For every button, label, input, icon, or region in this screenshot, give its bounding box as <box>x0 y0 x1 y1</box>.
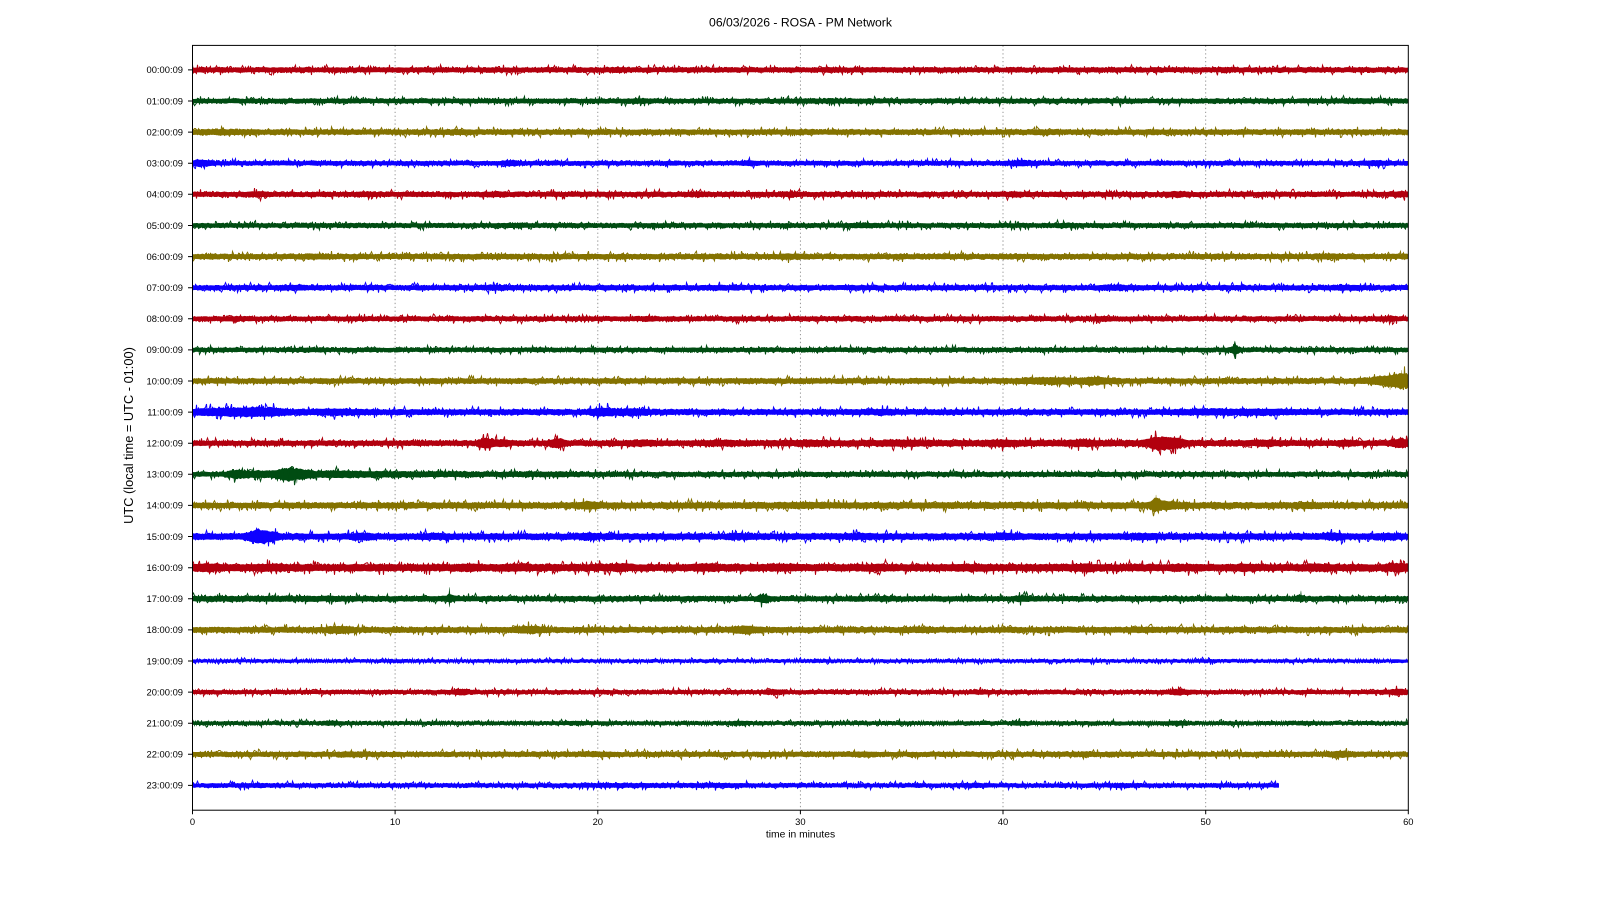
svg-text:09:00:09: 09:00:09 <box>147 344 184 355</box>
svg-text:13:00:09: 13:00:09 <box>147 469 184 480</box>
svg-text:10: 10 <box>390 816 400 827</box>
svg-text:23:00:09: 23:00:09 <box>147 780 184 791</box>
svg-text:21:00:09: 21:00:09 <box>147 718 184 729</box>
svg-text:06/03/2026 - ROSA - PM Network: 06/03/2026 - ROSA - PM Network <box>709 16 893 30</box>
svg-text:UTC (local time = UTC - 01:00): UTC (local time = UTC - 01:00) <box>121 347 136 524</box>
svg-text:05:00:09: 05:00:09 <box>147 220 184 231</box>
svg-text:50: 50 <box>1200 816 1210 827</box>
svg-text:19:00:09: 19:00:09 <box>147 655 184 666</box>
svg-text:02:00:09: 02:00:09 <box>147 126 184 137</box>
svg-text:08:00:09: 08:00:09 <box>147 313 184 324</box>
svg-text:20: 20 <box>593 816 603 827</box>
svg-text:60: 60 <box>1403 816 1413 827</box>
svg-text:40: 40 <box>998 816 1008 827</box>
svg-text:04:00:09: 04:00:09 <box>147 189 184 200</box>
svg-text:03:00:09: 03:00:09 <box>147 158 184 169</box>
svg-text:12:00:09: 12:00:09 <box>147 438 184 449</box>
svg-text:30: 30 <box>795 816 805 827</box>
svg-text:20:00:09: 20:00:09 <box>147 686 184 697</box>
svg-text:07:00:09: 07:00:09 <box>147 282 184 293</box>
svg-text:11:00:09: 11:00:09 <box>147 406 183 417</box>
svg-text:06:00:09: 06:00:09 <box>147 251 184 262</box>
svg-text:0: 0 <box>190 816 195 827</box>
svg-text:14:00:09: 14:00:09 <box>147 500 184 511</box>
svg-text:15:00:09: 15:00:09 <box>147 531 184 542</box>
svg-text:17:00:09: 17:00:09 <box>147 593 184 604</box>
svg-text:time in minutes: time in minutes <box>766 830 835 841</box>
svg-text:22:00:09: 22:00:09 <box>147 749 184 760</box>
svg-text:00:00:09: 00:00:09 <box>147 64 184 75</box>
svg-text:01:00:09: 01:00:09 <box>147 95 184 106</box>
svg-text:10:00:09: 10:00:09 <box>147 375 184 386</box>
svg-text:16:00:09: 16:00:09 <box>147 562 184 573</box>
svg-text:18:00:09: 18:00:09 <box>147 624 184 635</box>
